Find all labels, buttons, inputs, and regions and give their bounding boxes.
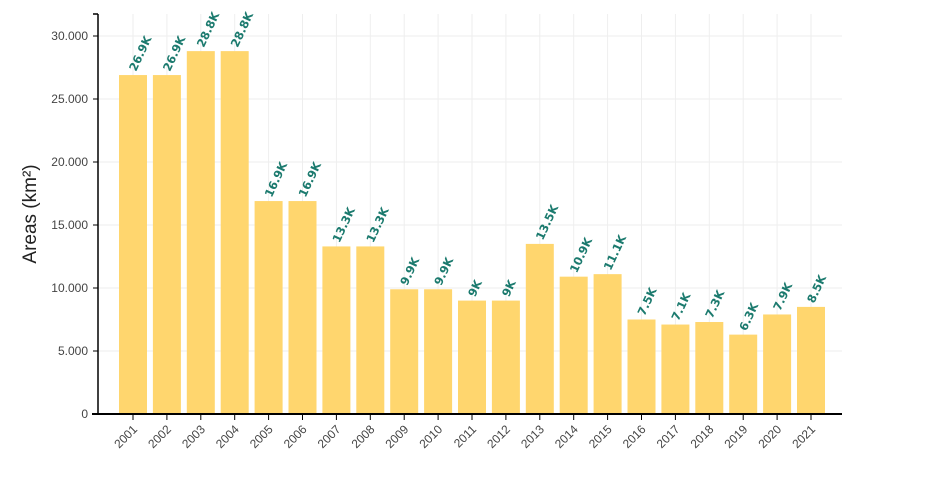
y-tick-label: 20.000 [51,155,88,169]
x-tick-label: 2003 [179,422,208,451]
bar-2010 [424,289,453,414]
bar-2001 [119,75,147,414]
x-tick-label: 2021 [789,422,818,451]
bar-2018 [695,322,724,414]
data-label-2018: 7.3K [702,287,728,320]
bar-2019 [729,334,758,414]
bar-2016 [627,319,656,414]
bar-2003 [186,51,215,415]
data-label-2009: 9.9K [397,254,423,287]
y-tick-label: 0 [81,407,88,421]
x-tick-label: 2020 [755,422,784,451]
data-label-2017: 7.1K [668,289,694,322]
bar-2002 [152,75,181,414]
data-label-2016: 7.5K [635,284,661,317]
data-label-2019: 6.3K [736,299,762,332]
bar-2015 [593,274,622,414]
data-label-2004: 28.8K [228,9,257,50]
y-tick-label: 10.000 [51,281,88,295]
bar-2009 [390,289,419,414]
data-label-2013: 13.5K [533,201,562,242]
data-label-2012: 9K [499,277,519,299]
y-tick-label: 5.000 [58,344,88,358]
data-label-2002: 26.9K [160,33,189,74]
x-tick-label: 2010 [416,422,445,451]
y-axis-title: Areas (km²) [20,164,41,263]
y-tick-label: 30.000 [51,29,88,43]
x-tick-label: 2006 [281,422,310,451]
x-tick-label: 2005 [247,422,276,451]
bar-2017 [661,324,690,414]
data-label-2011: 9K [465,277,485,299]
x-tick-label: 2002 [145,422,174,451]
data-label-2020: 7.9K [770,279,796,312]
x-tick-label: 2011 [451,422,479,450]
x-tick-label: 2017 [654,422,683,451]
x-tick-label: 2014 [552,422,581,451]
data-label-2006: 16.9K [296,159,325,200]
bar-2004 [220,51,249,415]
x-tick-label: 2018 [688,422,717,451]
bar-2014 [559,276,588,414]
bar-2005 [254,201,283,414]
x-tick-label: 2008 [349,422,378,451]
x-tick-label: 2013 [518,422,547,451]
bar-2008 [356,246,385,414]
bar-2006 [288,201,317,414]
bar-2020 [763,314,792,414]
x-tick-label: 2015 [586,422,615,451]
bar-2007 [322,246,351,414]
bar-2021 [797,306,825,414]
data-label-2010: 9.9K [431,254,457,287]
x-tick-label: 2007 [315,422,344,451]
data-label-2003: 28.8K [194,9,223,50]
data-label-2007: 13.3K [329,204,358,245]
x-tick-label: 2019 [722,422,751,451]
data-label-2015: 11.1K [601,232,630,273]
data-label-2005: 16.9K [262,159,291,200]
y-tick-label: 15.000 [51,218,88,232]
bar-2013 [525,243,554,414]
data-label-2014: 10.9K [567,234,596,275]
x-tick-label: 2009 [383,422,412,451]
x-tick-label: 2004 [213,422,242,451]
bar-2012 [491,300,520,414]
data-label-2008: 13.3K [363,204,392,245]
y-tick-label: 25.000 [51,92,88,106]
data-label-2001: 26.9K [126,33,155,74]
bars [119,51,825,415]
x-tick-label: 2016 [620,422,649,451]
bar-2011 [458,300,486,414]
x-tick-label: 2001 [111,422,140,451]
x-tick-label: 2012 [484,422,513,451]
